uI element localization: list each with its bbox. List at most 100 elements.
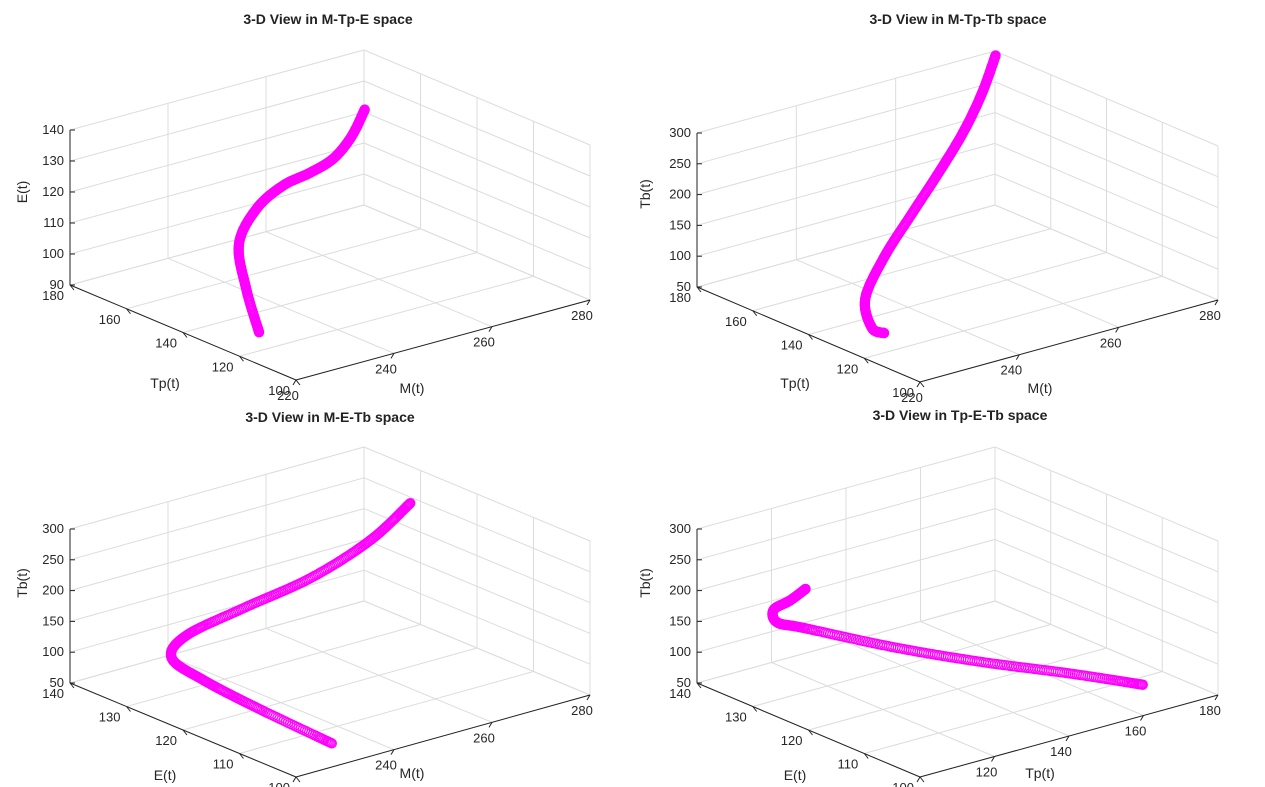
- trajectory-point: [800, 583, 811, 595]
- y-axis-label: Tp(t): [780, 375, 810, 391]
- trajectory-point: [990, 50, 1001, 61]
- trajectory: [233, 104, 370, 338]
- y-tick-mark: [239, 753, 244, 759]
- y-tick-mark: [863, 357, 869, 364]
- grid-line: [994, 569, 1219, 665]
- trajectory-point: [402, 500, 413, 512]
- y-axis-label: Tp(t): [150, 375, 180, 391]
- x-axis-line: [919, 299, 1219, 383]
- grid-line: [363, 508, 591, 604]
- y-tick-label: 130: [99, 710, 121, 725]
- grid-line: [182, 647, 478, 731]
- grid-line: [696, 173, 996, 257]
- y-tick-label: 140: [155, 336, 177, 351]
- grid-line: [69, 142, 365, 224]
- z-axis-label: Tb(t): [14, 568, 30, 598]
- y-tick-mark: [182, 332, 188, 338]
- grid-line: [69, 446, 365, 530]
- grid-line: [363, 600, 591, 696]
- x-tick-mark: [292, 379, 297, 386]
- z-axis-label: Tb(t): [637, 568, 653, 598]
- grid-line: [69, 508, 365, 592]
- x-tick-label: 120: [976, 765, 998, 780]
- x-tick-label: 240: [375, 758, 397, 773]
- z-tick-label: 50: [677, 675, 691, 690]
- grid-line: [994, 538, 1219, 634]
- z-tick-label: 200: [42, 583, 64, 598]
- y-tick-mark: [752, 706, 758, 712]
- grid-line: [696, 569, 996, 653]
- y-tick-mark: [808, 729, 813, 736]
- x-tick-mark: [916, 381, 921, 388]
- y-tick-mark: [752, 310, 758, 317]
- subplot-4: 1001201401601801001101201301405010015020…: [637, 407, 1221, 787]
- x-axis-line: [295, 299, 591, 381]
- y-tick-mark: [182, 729, 188, 736]
- grid-line: [69, 600, 365, 684]
- grid-line: [69, 477, 365, 561]
- grid-line: [69, 569, 365, 653]
- y-tick-mark: [696, 286, 702, 293]
- z-tick-label: 150: [669, 217, 691, 232]
- grid-line: [994, 446, 1219, 542]
- grid-line: [864, 275, 1163, 359]
- grid-line: [69, 173, 365, 255]
- grid-line: [239, 275, 534, 357]
- x-tick-mark: [1115, 327, 1120, 333]
- y-tick-label: 100: [268, 383, 290, 398]
- x-tick-label: 140: [1050, 744, 1072, 759]
- x-tick-mark: [390, 749, 395, 755]
- x-tick-label: 100: [901, 785, 923, 787]
- grid-line: [696, 446, 996, 530]
- trajectory-point: [401, 501, 412, 512]
- grid-line: [363, 49, 591, 146]
- trajectory-point: [314, 568, 325, 579]
- y-tick-mark: [69, 284, 75, 291]
- grid-line: [696, 508, 996, 592]
- y-tick-mark: [863, 753, 869, 759]
- z-tick-label: 300: [669, 125, 691, 140]
- grid-line: [752, 228, 1051, 312]
- z-tick-label: 130: [42, 153, 64, 168]
- z-tick-label: 100: [669, 644, 691, 659]
- x-tick-mark: [1015, 354, 1020, 360]
- y-tick-mark: [919, 381, 925, 388]
- x-tick-label: 260: [473, 730, 495, 745]
- y-tick-label: 120: [212, 359, 234, 374]
- y-tick-mark: [239, 355, 244, 362]
- grid-line: [363, 80, 591, 177]
- z-tick-label: 50: [677, 279, 691, 294]
- z-tick-label: 50: [50, 675, 64, 690]
- y-axis-label: E(t): [154, 767, 177, 783]
- y-tick-label: 160: [99, 312, 121, 327]
- x-tick-label: 180: [1199, 703, 1221, 718]
- grid-line: [363, 204, 591, 301]
- grid-line: [126, 228, 421, 310]
- x-tick-mark: [292, 776, 297, 783]
- grid-line: [69, 80, 365, 162]
- x-tick-mark: [1065, 735, 1070, 742]
- grid-line: [864, 671, 1163, 754]
- z-tick-label: 300: [669, 521, 691, 536]
- grid-line: [69, 538, 365, 622]
- grid-line: [363, 446, 591, 542]
- chart-title: 3-D View in M-E-Tb space: [245, 409, 415, 425]
- trajectory: [165, 497, 416, 749]
- z-tick-label: 150: [669, 613, 691, 628]
- grid-line: [696, 50, 996, 134]
- grid-line: [696, 477, 996, 561]
- x-axis-label: M(t): [400, 380, 425, 396]
- y-tick-mark: [126, 706, 131, 712]
- x-tick-mark: [390, 353, 395, 359]
- x-tick-label: 220: [277, 785, 299, 787]
- z-axis-label: Tb(t): [637, 179, 653, 209]
- trajectory: [859, 50, 1001, 339]
- grid-line: [696, 81, 996, 165]
- x-tick-label: 280: [1199, 308, 1221, 323]
- x-axis-label: M(t): [1028, 380, 1053, 396]
- x-tick-mark: [1140, 715, 1144, 721]
- grid-line: [808, 647, 1107, 731]
- x-tick-mark: [488, 722, 493, 728]
- y-tick-label: 180: [669, 290, 691, 305]
- y-tick-mark: [295, 379, 301, 386]
